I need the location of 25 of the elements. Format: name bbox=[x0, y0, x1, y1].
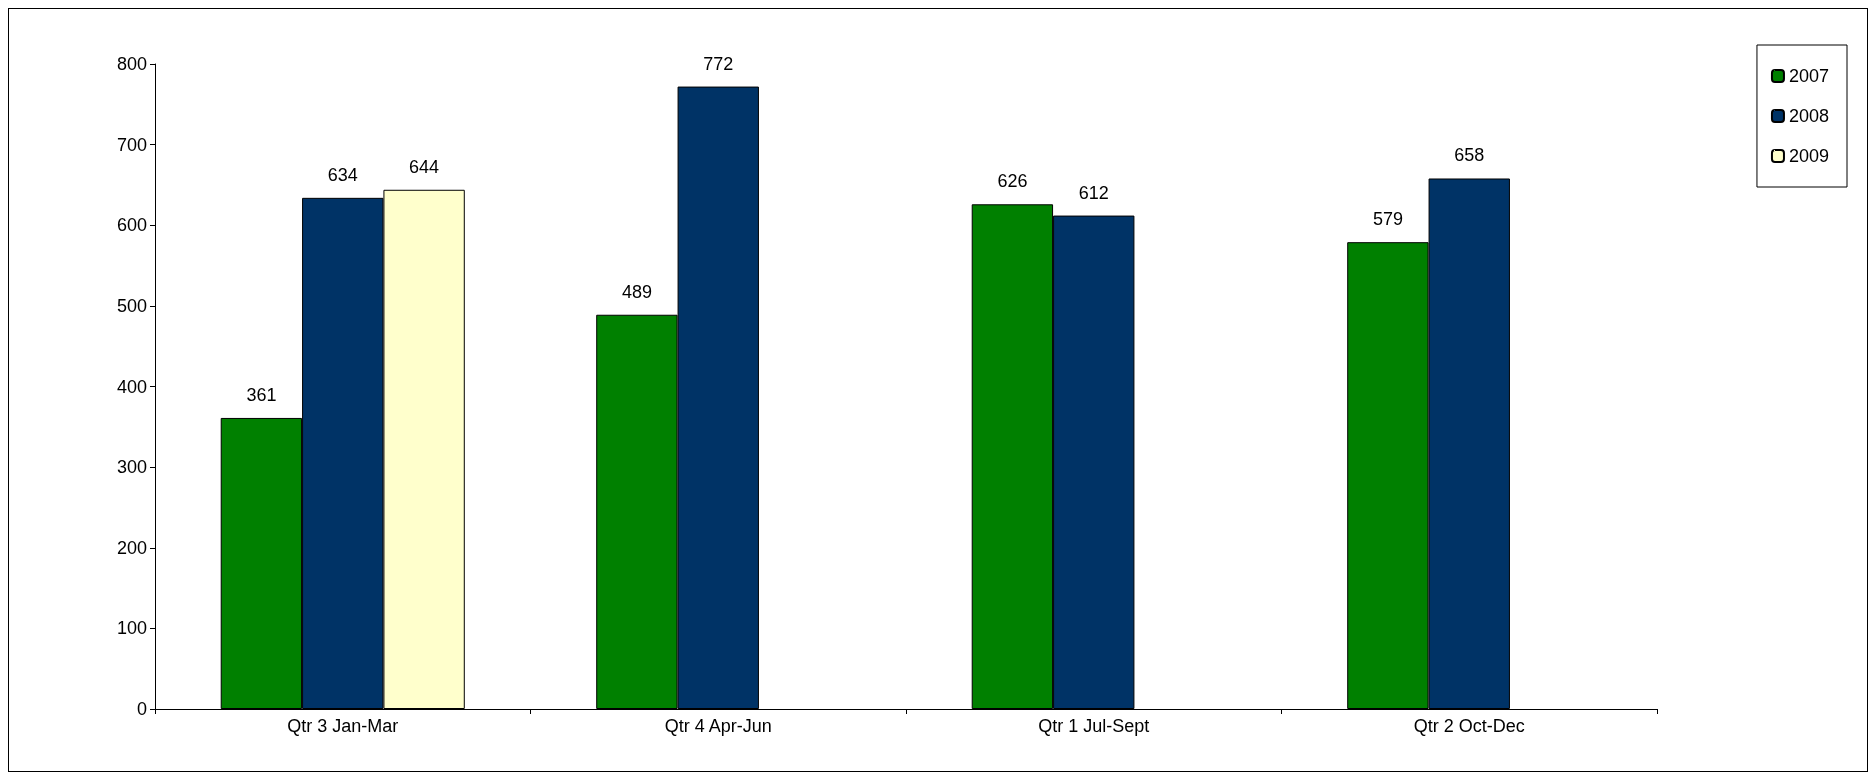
data-label: 489 bbox=[621, 281, 652, 302]
data-label: 658 bbox=[1454, 145, 1485, 166]
y-tick-label: 700 bbox=[116, 134, 147, 155]
data-label: 772 bbox=[703, 53, 734, 74]
data-label: 361 bbox=[246, 384, 277, 405]
x-tick-label: Qtr 3 Jan-Mar bbox=[287, 716, 399, 736]
y-tick-label: 100 bbox=[116, 618, 147, 639]
legend-label: 2008 bbox=[1788, 106, 1829, 126]
data-label: 612 bbox=[1078, 182, 1109, 203]
data-label: 579 bbox=[1372, 209, 1403, 230]
y-tick-label: 400 bbox=[116, 376, 147, 397]
data-label: 634 bbox=[327, 164, 358, 185]
y-tick-label: 800 bbox=[116, 54, 147, 74]
data-label: 626 bbox=[997, 171, 1028, 192]
legend-label: 2009 bbox=[1788, 146, 1829, 166]
legend-label: 2007 bbox=[1788, 66, 1829, 86]
y-tick-label: 600 bbox=[116, 215, 147, 236]
x-tick-label: Qtr 4 Apr-Jun bbox=[664, 716, 772, 736]
data-label: 644 bbox=[409, 156, 440, 177]
x-tick-label: Qtr 2 Oct-Dec bbox=[1413, 716, 1525, 736]
y-tick-label: 0 bbox=[136, 699, 147, 719]
x-tick-label: Qtr 1 Jul-Sept bbox=[1038, 716, 1150, 736]
y-tick-label: 300 bbox=[116, 457, 147, 478]
y-tick-label: 500 bbox=[116, 295, 147, 316]
y-tick-label: 200 bbox=[116, 537, 147, 558]
